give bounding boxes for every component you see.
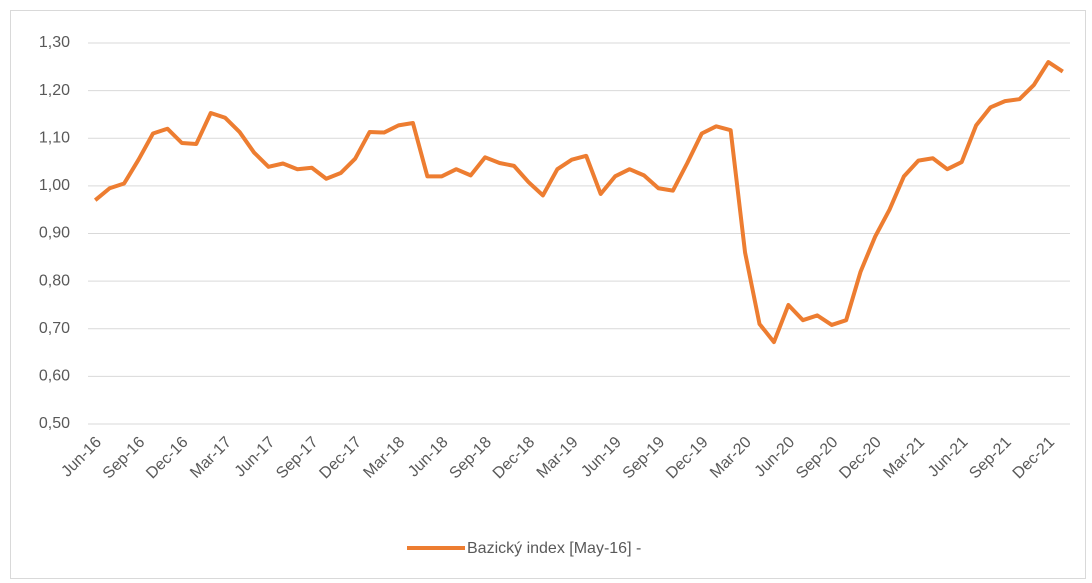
y-tick-label: 0,80	[39, 272, 70, 289]
legend-label: Bazický index [May-16] -	[467, 540, 641, 557]
y-tick-label: 1,10	[39, 129, 70, 146]
y-tick-label: 0,60	[39, 368, 70, 385]
y-tick-label: 0,50	[39, 415, 70, 432]
y-tick-label: 1,30	[39, 34, 70, 51]
series-line	[93, 60, 1064, 345]
y-tick-label: 0,70	[39, 320, 70, 337]
y-tick-label: 0,90	[39, 225, 70, 242]
chart-border	[10, 10, 1086, 579]
y-tick-label: 1,00	[39, 177, 70, 194]
y-tick-label: 1,20	[39, 82, 70, 99]
